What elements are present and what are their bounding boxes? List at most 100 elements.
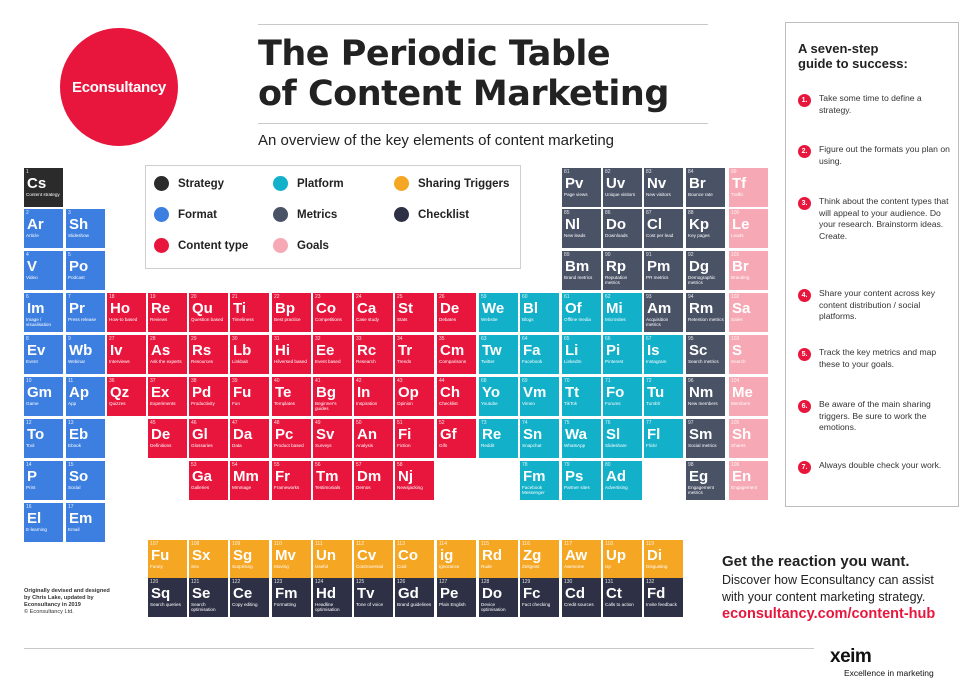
element-tile-fm[interactable]: 78 Fm Facebook Messenger	[520, 461, 559, 500]
element-tile-dm[interactable]: 57 Dm Demos	[354, 461, 393, 500]
element-tile-rc[interactable]: 33 Rc Research	[354, 335, 393, 374]
element-tile-fr[interactable]: 55 Fr Frameworks	[272, 461, 311, 500]
element-tile-tu[interactable]: 72 Tu Tumblr	[644, 377, 683, 416]
element-tile-bm[interactable]: 89 Bm Brand metrics	[562, 251, 601, 290]
element-tile-aw[interactable]: 117 Aw Awesome	[562, 540, 601, 579]
element-tile-sn[interactable]: 74 Sn Snapchat	[520, 419, 559, 458]
element-tile-v[interactable]: 4 V Video	[24, 251, 63, 290]
element-tile-ap[interactable]: 11 Ap App	[66, 377, 105, 416]
element-tile-li[interactable]: 65 Li LinkedIn	[562, 335, 601, 374]
element-tile-tr[interactable]: 34 Tr Trends	[395, 335, 434, 374]
element-tile-pc[interactable]: 48 Pc Product based	[272, 419, 311, 458]
element-tile-rp[interactable]: 90 Rp Reputation metrics	[603, 251, 642, 290]
element-tile-co[interactable]: 113 Co Cool	[395, 540, 434, 579]
element-tile-lb[interactable]: 30 Lb Linkbait	[230, 335, 269, 374]
element-tile-rm[interactable]: 94 Rm Retention metrics	[686, 293, 725, 332]
element-tile-co[interactable]: 23 Co Competitions	[313, 293, 352, 332]
element-tile-fu[interactable]: 107 Fu Funny	[148, 540, 187, 579]
element-tile-yo[interactable]: 68 Yo Youtube	[479, 377, 518, 416]
element-tile-we[interactable]: 59 We Website	[479, 293, 518, 332]
element-tile-nl[interactable]: 85 Nl New leads	[562, 209, 601, 248]
element-tile-gm[interactable]: 10 Gm Game	[24, 377, 63, 416]
element-tile-sx[interactable]: 108 Sx Sex	[189, 540, 228, 579]
element-tile-rs[interactable]: 29 Rs Resources	[189, 335, 228, 374]
element-tile-te[interactable]: 40 Te Templates	[272, 377, 311, 416]
element-tile-eg[interactable]: 98 Eg Engagement metrics	[686, 461, 725, 500]
element-tile-cl[interactable]: 87 Cl Cost per lead	[644, 209, 683, 248]
element-tile-pe[interactable]: 127 Pe Plain English	[437, 578, 476, 617]
element-tile-p[interactable]: 14 P Print	[24, 461, 63, 500]
element-tile-ch[interactable]: 44 Ch Checklist	[437, 377, 476, 416]
element-tile-sq[interactable]: 120 Sq Search queries	[148, 578, 187, 617]
element-tile-da[interactable]: 47 Da Data	[230, 419, 269, 458]
element-tile-is[interactable]: 67 Is Instagram	[644, 335, 683, 374]
element-tile-kp[interactable]: 88 Kp Key pages	[686, 209, 725, 248]
element-tile-ca[interactable]: 24 Ca Case study	[354, 293, 393, 332]
element-tile-le[interactable]: 100 Le Leads	[729, 209, 768, 248]
element-tile-uv[interactable]: 82 Uv Unique visitors	[603, 168, 642, 207]
cta-link[interactable]: econsultancy.com/content-hub	[722, 606, 936, 622]
element-tile-st[interactable]: 25 St Stats	[395, 293, 434, 332]
element-tile-do[interactable]: 86 Do Downloads	[603, 209, 642, 248]
element-tile-qu[interactable]: 20 Qu Question based	[189, 293, 228, 332]
element-tile-as[interactable]: 28 As Ask the experts	[148, 335, 187, 374]
element-tile-pi[interactable]: 66 Pi Pinterest	[603, 335, 642, 374]
element-tile-sc[interactable]: 95 Sc Search metrics	[686, 335, 725, 374]
element-tile-tv[interactable]: 125 Tv Tone of voice	[354, 578, 393, 617]
element-tile-rd[interactable]: 115 Rd Rude	[479, 540, 518, 579]
xeim-logo[interactable]: xeim Excellence in marketing	[830, 646, 934, 678]
element-tile-sv[interactable]: 49 Sv Surveys	[313, 419, 352, 458]
element-tile-nm[interactable]: 96 Nm New members	[686, 377, 725, 416]
element-tile-cm[interactable]: 35 Cm Comparisons	[437, 335, 476, 374]
element-tile-im[interactable]: 6 Im Image / visualisation	[24, 293, 63, 332]
element-tile-po[interactable]: 5 Po Podcast	[66, 251, 105, 290]
element-tile-sa[interactable]: 102 Sa Sales	[729, 293, 768, 332]
element-tile-to[interactable]: 12 To Tool	[24, 419, 63, 458]
element-tile-bp[interactable]: 22 Bp Best practice	[272, 293, 311, 332]
element-tile-am[interactable]: 93 Am Acquisition metrics	[644, 293, 683, 332]
element-tile-so[interactable]: 15 So Social	[66, 461, 105, 500]
element-tile-ev[interactable]: 8 Ev Event	[24, 335, 63, 374]
element-tile-nv[interactable]: 83 Nv New visitors	[644, 168, 683, 207]
element-tile-fi[interactable]: 51 Fi Fiction	[395, 419, 434, 458]
element-tile-in[interactable]: 42 In Inspiration	[354, 377, 393, 416]
element-tile-sh[interactable]: 3 Sh Slideshow	[66, 209, 105, 248]
element-tile-fc[interactable]: 129 Fc Fact checking	[520, 578, 559, 617]
element-tile-ps[interactable]: 79 Ps Partner sites	[562, 461, 601, 500]
element-tile-ar[interactable]: 2 Ar Article	[24, 209, 63, 248]
element-tile-cv[interactable]: 112 Cv Controversial	[354, 540, 393, 579]
element-tile-up[interactable]: 118 Up Up	[603, 540, 642, 579]
element-tile-fo[interactable]: 71 Fo Forums	[603, 377, 642, 416]
element-tile-of[interactable]: 61 Of Offline media	[562, 293, 601, 332]
element-tile-bg[interactable]: 41 Bg Beginner's guides	[313, 377, 352, 416]
element-tile-sg[interactable]: 109 Sg Surprising	[230, 540, 269, 579]
element-tile-gl[interactable]: 46 Gl Glossaries	[189, 419, 228, 458]
element-tile-ti[interactable]: 21 Ti Timeliness	[230, 293, 269, 332]
element-tile-mm[interactable]: 54 Mm Mmmage	[230, 461, 269, 500]
element-tile-zg[interactable]: 116 Zg Zeitgeist	[520, 540, 559, 579]
element-tile-ce[interactable]: 122 Ce Copy editing	[230, 578, 269, 617]
element-tile-s[interactable]: 103 S Search	[729, 335, 768, 374]
element-tile-fa[interactable]: 64 Fa Facebook	[520, 335, 559, 374]
element-tile-wb[interactable]: 9 Wb Webinar	[66, 335, 105, 374]
element-tile-mv[interactable]: 110 Mv Moving	[272, 540, 311, 579]
element-tile-mi[interactable]: 62 Mi Microsites	[603, 293, 642, 332]
element-tile-em[interactable]: 17 Em Email	[66, 503, 105, 542]
element-tile-se[interactable]: 121 Se Search optimisation	[189, 578, 228, 617]
element-tile-pv[interactable]: 81 Pv Page views	[562, 168, 601, 207]
element-tile-cd[interactable]: 130 Cd Credit sources	[562, 578, 601, 617]
element-tile-sm[interactable]: 97 Sm Social metrics	[686, 419, 725, 458]
element-tile-un[interactable]: 111 Un Useful	[313, 540, 352, 579]
element-tile-sh[interactable]: 105 Sh Shares	[729, 419, 768, 458]
element-tile-qz[interactable]: 36 Qz Quizzes	[107, 377, 146, 416]
element-tile-pm[interactable]: 91 Pm PR metrics	[644, 251, 683, 290]
element-tile-ex[interactable]: 37 Ex Experiments	[148, 377, 187, 416]
element-tile-ho[interactable]: 18 Ho How-to based	[107, 293, 146, 332]
element-tile-fd[interactable]: 132 Fd Invite feedback	[644, 578, 683, 617]
element-tile-iv[interactable]: 27 Iv Interviews	[107, 335, 146, 374]
element-tile-do[interactable]: 128 Do Device optimisation	[479, 578, 518, 617]
element-tile-gf[interactable]: 52 Gf Gifs	[437, 419, 476, 458]
element-tile-an[interactable]: 50 An Analysis	[354, 419, 393, 458]
element-tile-ga[interactable]: 53 Ga Galleries	[189, 461, 228, 500]
element-tile-tt[interactable]: 70 Tt TikTok	[562, 377, 601, 416]
